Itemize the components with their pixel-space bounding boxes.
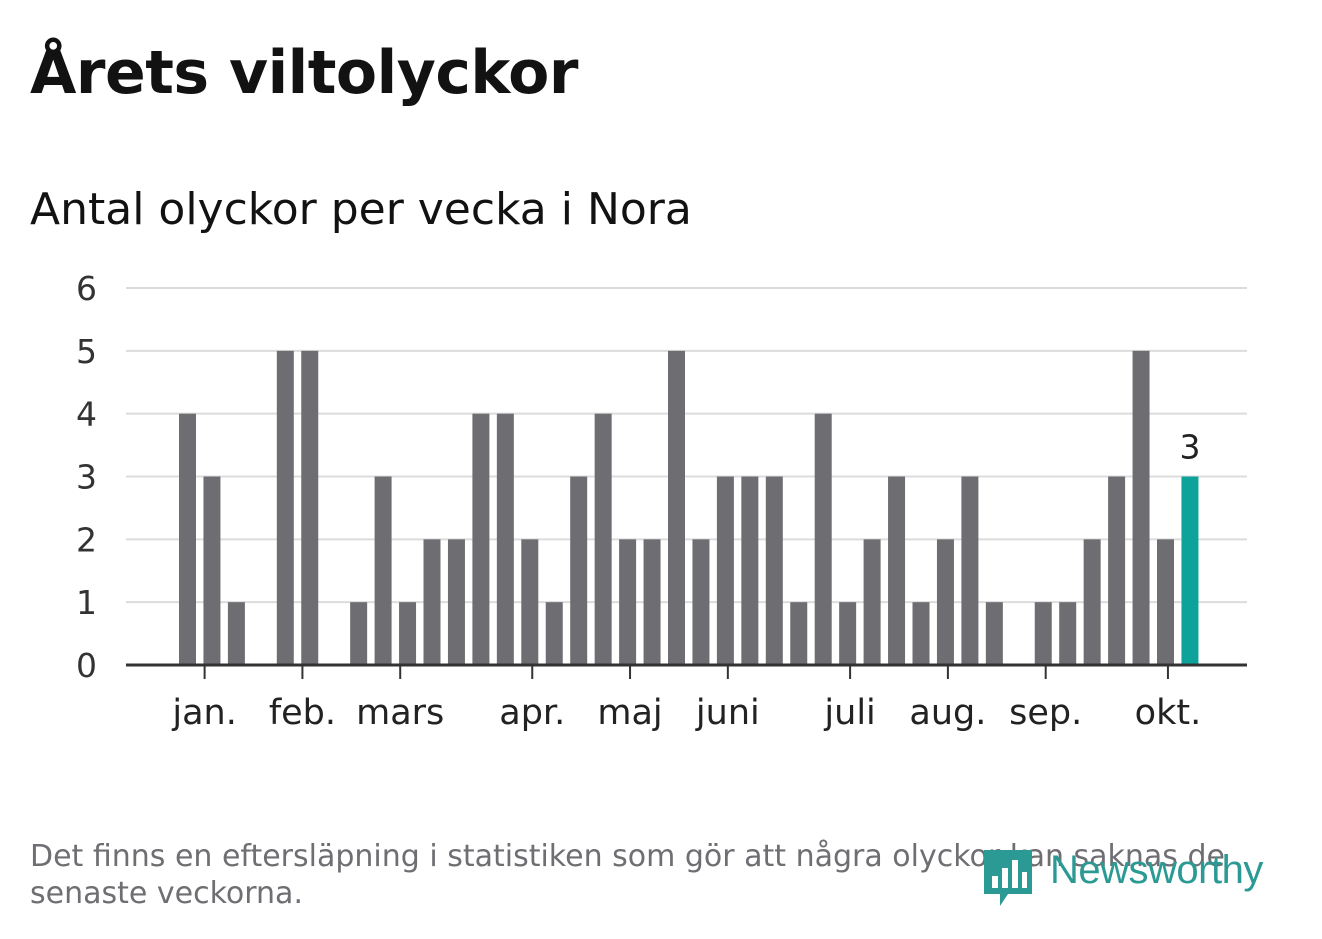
bar	[814, 413, 832, 665]
bar	[447, 539, 465, 665]
bar-chart-speech-bubble-icon	[984, 850, 1032, 906]
bar	[545, 602, 563, 665]
bars	[179, 350, 1199, 665]
newsworthy-logo: Newsworthy	[980, 846, 1300, 912]
bar	[276, 350, 294, 665]
y-tick-label: 0	[76, 646, 97, 685]
bar	[961, 476, 979, 665]
x-tick-label: sep.	[1009, 693, 1082, 733]
x-axis	[126, 663, 1247, 679]
bar	[863, 539, 881, 665]
brand-name: Newsworthy	[1050, 848, 1263, 892]
bar	[423, 539, 441, 665]
data-label: 3	[1179, 428, 1200, 467]
bar	[716, 476, 734, 665]
bar	[668, 350, 685, 665]
bar	[741, 476, 759, 665]
bar	[643, 539, 661, 665]
x-tick-label: aug.	[909, 693, 986, 733]
bar	[1083, 539, 1101, 665]
chart-subtitle: Antal olyckor per vecka i Nora	[30, 184, 692, 235]
x-tick-label: apr.	[499, 693, 565, 733]
y-tick-label: 4	[76, 395, 97, 434]
bar	[790, 602, 808, 665]
bar	[888, 476, 906, 665]
bar	[570, 476, 588, 665]
bar	[301, 350, 319, 665]
gridlines	[126, 287, 1247, 604]
bar	[912, 602, 930, 665]
x-tick-label: maj	[597, 693, 662, 733]
bar	[985, 602, 1003, 665]
bar	[227, 602, 245, 665]
x-tick-label: juni	[695, 693, 760, 733]
bar	[1157, 539, 1174, 665]
bar	[619, 539, 637, 665]
bar	[374, 476, 392, 665]
bar	[936, 539, 954, 665]
bar-highlight	[1181, 476, 1199, 665]
bar	[472, 413, 490, 665]
x-tick-label: juli	[823, 693, 875, 733]
y-tick-label: 6	[76, 269, 97, 308]
chart-title: Årets viltolyckor	[30, 38, 579, 108]
x-tick-label: feb.	[269, 693, 336, 733]
x-tick-label: okt.	[1135, 693, 1202, 733]
x-tick-label: mars	[356, 693, 444, 733]
x-tick-label: jan.	[171, 693, 236, 733]
bar	[765, 476, 783, 665]
bar	[1059, 602, 1077, 665]
y-tick-label: 2	[76, 520, 97, 559]
bar	[594, 413, 612, 665]
axis-labels: 0 1 2 3 4 5 6 3 jan. feb. mars apr. maj juni juli aug. s…	[76, 269, 1201, 733]
bar	[521, 539, 539, 665]
bar	[839, 602, 857, 665]
bar	[1034, 602, 1052, 665]
bar	[1108, 476, 1126, 665]
bar	[1132, 350, 1150, 665]
y-tick-label: 5	[76, 332, 97, 371]
bar	[692, 539, 710, 665]
bar	[203, 476, 221, 665]
y-tick-label: 1	[76, 583, 97, 622]
bar	[496, 413, 514, 665]
y-tick-label: 3	[76, 458, 97, 497]
bar	[350, 602, 368, 665]
bar	[399, 602, 417, 665]
bar	[179, 413, 196, 665]
